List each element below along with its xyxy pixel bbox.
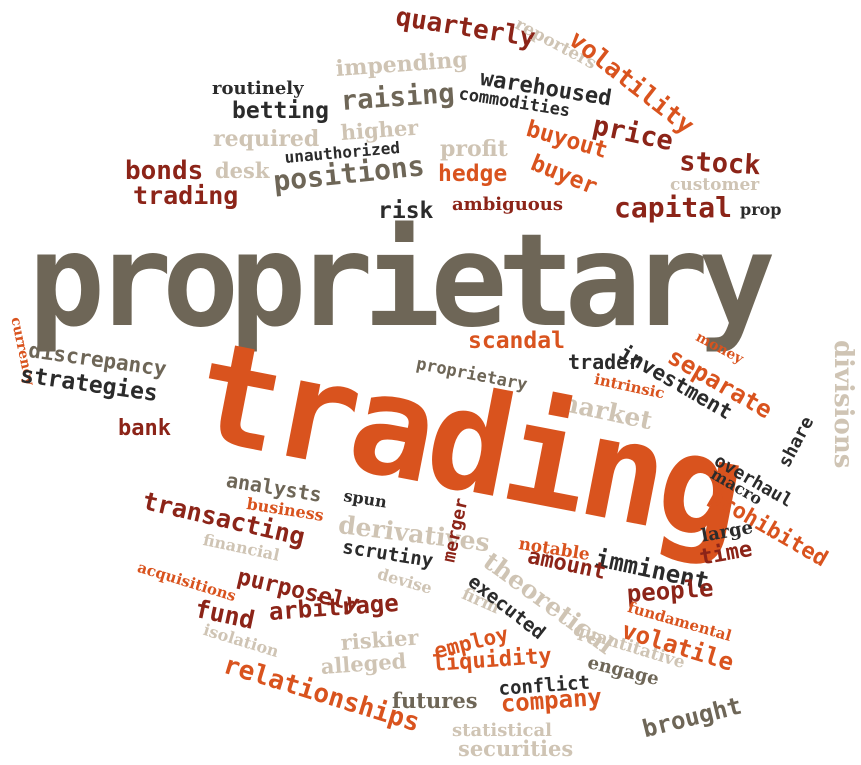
word-prop: prop bbox=[740, 200, 782, 219]
word-trader: trader bbox=[568, 350, 641, 374]
word-ambiguous: ambiguous bbox=[452, 194, 564, 215]
word-share: share bbox=[774, 413, 819, 471]
word-liquidity: liquidity bbox=[431, 643, 553, 677]
word-time: time bbox=[697, 536, 755, 571]
word-brought: brought bbox=[639, 691, 745, 744]
word-risk: risk bbox=[378, 198, 434, 224]
word-impending: impending bbox=[334, 46, 469, 82]
word-routinely: routinely bbox=[212, 78, 304, 99]
word-arbitrage: arbitrage bbox=[267, 588, 400, 626]
word-statistical: statistical bbox=[452, 720, 553, 741]
word-divisions: divisions bbox=[828, 340, 858, 469]
word-trading-small: trading bbox=[133, 181, 239, 210]
word-company: company bbox=[499, 682, 603, 718]
word-desk: desk bbox=[215, 158, 270, 183]
word-raising: raising bbox=[339, 78, 456, 117]
word-bank: bank bbox=[118, 416, 171, 441]
word-scandal: scandal bbox=[468, 328, 565, 354]
word-required: required bbox=[213, 126, 320, 152]
word-proprietary-big: proprietary bbox=[28, 207, 776, 356]
word-acquisitions: acquisitions bbox=[135, 558, 239, 606]
word-alleged: alleged bbox=[319, 648, 408, 679]
word-bonds: bonds bbox=[125, 156, 204, 186]
word-betting: betting bbox=[232, 98, 329, 124]
word-profit: profit bbox=[440, 136, 508, 162]
word-hedge: hedge bbox=[438, 161, 508, 187]
word-spun: spun bbox=[342, 486, 389, 512]
word-securities: securities bbox=[458, 736, 574, 761]
word-futures: futures bbox=[392, 688, 478, 713]
word-customer: customer bbox=[670, 175, 760, 195]
word-capital: capital bbox=[614, 191, 733, 224]
